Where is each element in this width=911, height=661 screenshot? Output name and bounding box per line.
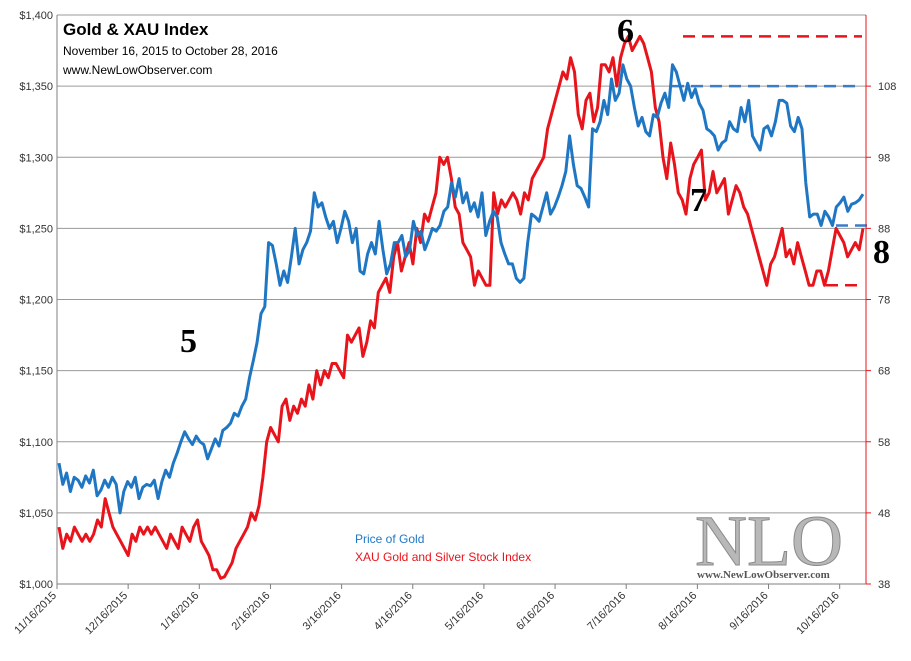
y-right-tick-label: 68 (878, 366, 890, 378)
watermark-logo: NLO (695, 501, 843, 581)
y-left-tick-label: $1,000 (19, 579, 53, 591)
y-left-tick-label: $1,050 (19, 508, 53, 520)
reference-lines (672, 35, 870, 287)
annotation-6: 6 (617, 13, 634, 50)
x-tick-label: 2/16/2016 (229, 590, 272, 633)
chart-title: Gold & XAU Index (63, 20, 209, 39)
x-axis-labels: 11/16/2015 12/16/2015 1/16/2016 2/16/2016 3/… (12, 590, 842, 637)
y-left-tick-label: $1,150 (19, 366, 53, 378)
x-tick-label: 5/16/2016 (443, 590, 486, 633)
legend-xau: XAU Gold and Silver Stock Index (355, 550, 531, 564)
watermark-url: www.NewLowObserver.com (697, 569, 830, 581)
series-xau-line (57, 34, 865, 580)
x-tick-label: 1/16/2016 (158, 590, 201, 633)
x-tick-label: 4/16/2016 (372, 590, 415, 633)
y-left-tick-label: $1,350 (19, 81, 53, 93)
chart-source: www.NewLowObserver.com (62, 63, 212, 77)
series-gold-line (57, 63, 865, 515)
annotation-8: 8 (873, 234, 890, 271)
gridlines (57, 14, 866, 585)
y-right-tick-label: 98 (878, 152, 890, 164)
y-right-tick-label: 58 (878, 437, 890, 449)
y-right-tick-label: 78 (878, 295, 890, 307)
y-left-tick-label: $1,100 (19, 437, 53, 449)
watermark: NLO www.NewLowObserver.com (695, 501, 844, 582)
y-left-tick-label: $1,300 (19, 152, 53, 164)
x-tick-label: 8/16/2016 (656, 590, 699, 633)
chart-subtitle: November 16, 2015 to October 28, 2016 (63, 44, 278, 58)
x-tick-label: 3/16/2016 (301, 590, 344, 633)
x-tick-label: 12/16/2015 (83, 590, 130, 637)
series-lines (57, 34, 865, 580)
y-right-tick-label: 108 (878, 81, 896, 93)
y-right-tick-label: 88 (878, 223, 890, 235)
annotation-7: 7 (690, 182, 707, 219)
x-tick-label: 11/16/2015 (12, 590, 59, 637)
x-tick-label: 7/16/2016 (585, 590, 628, 633)
y-right-tick-label: 38 (878, 579, 890, 591)
x-tick-label: 9/16/2016 (728, 590, 771, 633)
legend-gold: Price of Gold (355, 532, 424, 546)
annotation-5: 5 (180, 323, 197, 360)
x-tick-label: 6/16/2016 (514, 590, 557, 633)
x-tick-label: 10/16/2016 (794, 590, 841, 637)
y-right-tick-label: 48 (878, 508, 890, 520)
y-left-tick-label: $1,200 (19, 295, 53, 307)
y-left-tick-label: $1,250 (19, 223, 53, 235)
y-axis-right-labels: 38 48 58 68 78 88 98 108 (866, 81, 896, 591)
y-left-tick-label: $1,400 (19, 10, 53, 22)
y-axis-left-labels: $1,000 $1,050 $1,100 $1,150 $1,200 $1,250 $1,3… (19, 10, 53, 591)
